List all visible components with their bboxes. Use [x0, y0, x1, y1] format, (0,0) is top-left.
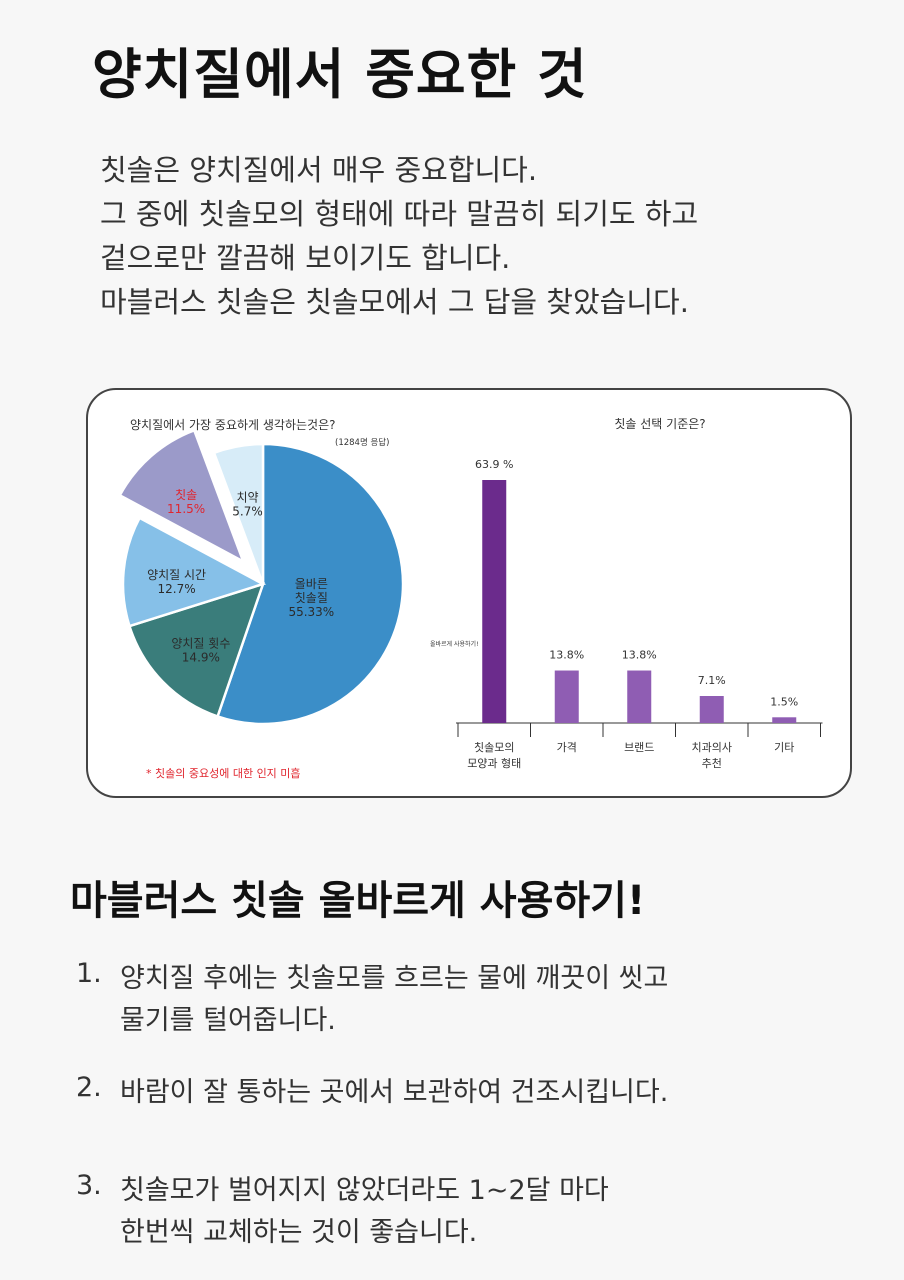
- pie-slice-value: 5.7%: [232, 505, 263, 519]
- step-number: 3.: [76, 1170, 102, 1201]
- bar-category-label: 칫솔모의: [474, 741, 514, 754]
- bar-value-label: 13.8%: [622, 649, 657, 662]
- bar-category-label: 브랜드: [624, 741, 654, 754]
- usage-step-2: 2. 바람이 잘 통하는 곳에서 보관하여 건조시킵니다.: [76, 1072, 668, 1114]
- usage-step-1: 1. 양치질 후에는 칫솔모를 흐르는 물에 깨끗이 씻고 물기를 털어줍니다.: [76, 958, 668, 1042]
- bar: [627, 670, 652, 723]
- intro-line: 겉으로만 깔끔해 보이기도 합니다.: [100, 241, 511, 275]
- step-number: 2.: [76, 1072, 102, 1103]
- pie-slice: [118, 428, 246, 565]
- pie-slice-label: 올바른: [295, 577, 328, 591]
- pie-footnote: * 칫솔의 중요성에 대한 인지 미흡: [146, 766, 301, 780]
- pie-slice-label: 양치질 횟수: [171, 637, 230, 651]
- bar-annotation: 올바르게 사용하기!: [430, 640, 478, 648]
- pie-slice-value: 12.7%: [158, 582, 196, 596]
- step-line: 양치질 후에는 칫솔모를 흐르는 물에 깨끗이 씻고: [120, 963, 669, 994]
- bar-value-label: 1.5%: [770, 695, 798, 708]
- intro-text: 칫솔은 양치질에서 매우 중요합니다. 그 중에 칫솔모의 형태에 따라 말끔히…: [100, 148, 698, 324]
- intro-line: 그 중에 칫솔모의 형태에 따라 말끔히 되기도 하고: [100, 197, 699, 231]
- bar-category-label: 가격: [557, 741, 577, 754]
- survey-charts: 양치질에서 가장 중요하게 생각하는것은? (1284명 응답) 올바른칫솔질55.…: [118, 417, 823, 780]
- usage-steps: 1. 양치질 후에는 칫솔모를 흐르는 물에 깨끗이 씻고 물기를 털어줍니다.…: [76, 958, 668, 1254]
- intro-line: 칫솔은 양치질에서 매우 중요합니다.: [100, 153, 538, 187]
- step-number: 1.: [76, 958, 102, 989]
- bar: [482, 480, 507, 723]
- bar-value-label: 7.1%: [698, 674, 726, 687]
- bar-category-label: 기타: [774, 741, 794, 754]
- pie-slice-label: 칫솔질: [295, 591, 328, 605]
- pie-slice-value: 14.9%: [182, 651, 220, 665]
- pie-slice: [121, 516, 267, 628]
- step-line: 물기를 털어줍니다.: [120, 1005, 336, 1036]
- pie-slice-label: 양치질 시간: [147, 568, 206, 582]
- bar-value-label: 13.8%: [549, 649, 584, 662]
- pie-slice-value: 11.5%: [167, 502, 205, 516]
- bar: [699, 696, 724, 723]
- pie-subtitle: (1284명 응답): [335, 437, 389, 448]
- pie-slice: [212, 442, 265, 585]
- intro-line: 마블러스 칫솔은 칫솔모에서 그 답을 찾았습니다.: [100, 285, 689, 319]
- bar-title: 칫솔 선택 기준은?: [614, 417, 705, 431]
- bar-category-label: 모양과 형태: [467, 757, 521, 770]
- page-title: 양치질에서 중요한 것: [92, 43, 588, 106]
- usage-section-title: 마블러스 칫솔 올바르게 사용하기!: [70, 878, 646, 924]
- usage-step-3: 3. 칫솔모가 벌어지지 않았더라도 1~2달 마다 한번씩 교체하는 것이 좋…: [76, 1170, 668, 1254]
- survey-charts-panel: 양치질에서 가장 중요하게 생각하는것은? (1284명 응답) 올바른 칫솔질 55.…: [86, 388, 852, 798]
- bar-category-label: 치과의사: [692, 741, 732, 754]
- step-line: 칫솔모가 벌어지지 않았더라도 1~2달 마다: [120, 1175, 609, 1206]
- step-line: 바람이 잘 통하는 곳에서 보관하여 건조시킵니다.: [120, 1077, 669, 1108]
- bar: [554, 670, 579, 723]
- step-line: 한번씩 교체하는 것이 좋습니다.: [120, 1217, 478, 1248]
- pie-title: 양치질에서 가장 중요하게 생각하는것은?: [130, 418, 336, 432]
- bar: [772, 717, 797, 723]
- bar-category-label: 추천: [702, 756, 722, 770]
- pie-slice: [127, 582, 265, 719]
- bar-value-label: 63.9 %: [475, 458, 513, 471]
- pie-slice-label: 치약: [237, 490, 259, 505]
- pie-slice-value: 55.33%: [288, 605, 334, 619]
- pie-slice-label: 칫솔: [175, 488, 197, 502]
